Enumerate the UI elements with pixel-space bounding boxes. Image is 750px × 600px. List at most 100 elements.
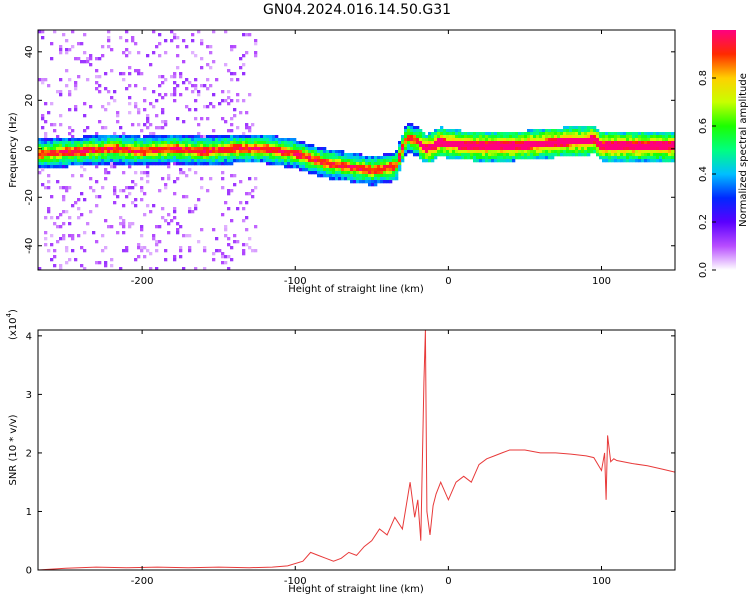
- heatmap-cell: [155, 240, 159, 244]
- heatmap-cell: [569, 132, 573, 136]
- heatmap-cell: [173, 162, 177, 166]
- heatmap-cell: [587, 129, 591, 133]
- heatmap-cell: [80, 159, 84, 163]
- heatmap-cell: [209, 159, 213, 163]
- heatmap-cell: [578, 129, 582, 133]
- heatmap-cell: [383, 162, 387, 166]
- heatmap-cell: [407, 141, 411, 145]
- heatmap-cell: [449, 153, 453, 157]
- heatmap-cell: [407, 138, 411, 142]
- heatmap-cell: [488, 138, 492, 142]
- heatmap-cell: [86, 135, 90, 139]
- multiplier-prefix: (x10: [8, 317, 19, 340]
- heatmap-cell: [248, 144, 252, 148]
- heatmap-cell: [629, 144, 633, 148]
- heatmap-cell: [482, 138, 486, 142]
- heatmap-cell: [200, 141, 204, 145]
- x-tick-label: -100: [284, 576, 307, 587]
- heatmap-cell: [242, 63, 246, 67]
- heatmap-cell: [386, 171, 390, 175]
- heatmap-cell: [236, 135, 240, 139]
- heatmap-cell: [353, 165, 357, 169]
- heatmap-cell: [518, 150, 522, 154]
- heatmap-cell: [644, 147, 648, 151]
- heatmap-cell: [194, 150, 198, 154]
- heatmap-cell: [389, 162, 393, 166]
- heatmap-cell: [206, 87, 210, 91]
- heatmap-cell: [188, 153, 192, 157]
- heatmap-cell: [662, 156, 666, 160]
- heatmap-cell: [497, 150, 501, 154]
- heatmap-cell: [65, 210, 69, 214]
- heatmap-cell: [233, 114, 237, 118]
- heatmap-cell: [518, 141, 522, 145]
- heatmap-cell: [119, 267, 123, 270]
- heatmap-cell: [383, 174, 387, 178]
- heatmap-cell: [464, 135, 468, 139]
- heatmap-cell: [536, 141, 540, 145]
- heatmap-cell: [635, 147, 639, 151]
- heatmap-cell: [56, 225, 60, 229]
- heatmap-cell: [161, 108, 165, 112]
- heatmap-cell: [572, 126, 576, 130]
- heatmap-cell: [596, 132, 600, 136]
- heatmap-cell: [494, 132, 498, 136]
- heatmap-cell: [146, 180, 150, 184]
- heatmap-cell: [365, 171, 369, 175]
- heatmap-cell: [98, 90, 102, 94]
- heatmap-cell: [428, 135, 432, 139]
- heatmap-cell: [386, 156, 390, 160]
- heatmap-cell: [164, 183, 168, 187]
- heatmap-cell: [266, 144, 270, 148]
- heatmap-cell: [71, 156, 75, 160]
- heatmap-cell: [95, 69, 99, 73]
- heatmap-cell: [146, 126, 150, 130]
- heatmap-cell: [476, 150, 480, 154]
- heatmap-cell: [227, 141, 231, 145]
- heatmap-cell: [119, 159, 123, 163]
- heatmap-cell: [479, 147, 483, 151]
- heatmap-cell: [506, 132, 510, 136]
- heatmap-cell: [308, 162, 312, 166]
- heatmap-cell: [98, 120, 102, 124]
- heatmap-cell: [281, 153, 285, 157]
- heatmap-cell: [197, 150, 201, 154]
- heatmap-cell: [95, 147, 99, 151]
- heatmap-cell: [206, 117, 210, 121]
- heatmap-cell: [488, 144, 492, 148]
- heatmap-cell: [254, 186, 258, 190]
- heatmap-cell: [353, 174, 357, 178]
- heatmap-cell: [617, 135, 621, 139]
- heatmap-cell: [401, 135, 405, 139]
- heatmap-cell: [662, 147, 666, 151]
- heatmap-cell: [125, 87, 129, 91]
- heatmap-cell: [110, 48, 114, 52]
- heatmap-cell: [287, 159, 291, 163]
- heatmap-cell: [527, 141, 531, 145]
- heatmap-cell: [140, 198, 144, 202]
- heatmap-cell: [374, 174, 378, 178]
- heatmap-cell: [65, 48, 69, 52]
- heatmap-cell: [167, 147, 171, 151]
- heatmap-cell: [380, 165, 384, 169]
- heatmap-cell: [449, 129, 453, 133]
- heatmap-cell: [71, 144, 75, 148]
- heatmap-cell: [68, 216, 72, 220]
- heatmap-cell: [428, 141, 432, 145]
- heatmap-cell: [344, 156, 348, 160]
- heatmap-cell: [542, 156, 546, 160]
- heatmap-cell: [566, 129, 570, 133]
- heatmap-cell: [122, 222, 126, 226]
- heatmap-cell: [110, 159, 114, 163]
- heatmap-cell: [434, 129, 438, 133]
- heatmap-cell: [392, 174, 396, 178]
- heatmap-cell: [464, 147, 468, 151]
- heatmap-cell: [179, 162, 183, 166]
- heatmap-cell: [581, 150, 585, 154]
- heatmap-cell: [152, 162, 156, 166]
- heatmap-cell: [428, 159, 432, 163]
- heatmap-cell: [179, 147, 183, 151]
- heatmap-cell: [242, 135, 246, 139]
- heatmap-cell: [377, 171, 381, 175]
- heatmap-cell: [446, 147, 450, 151]
